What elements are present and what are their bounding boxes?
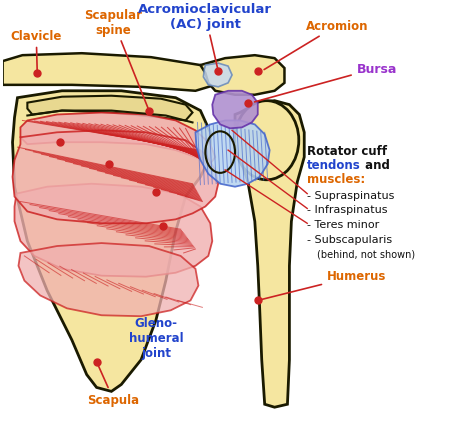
Text: Bursa: Bursa bbox=[255, 62, 397, 103]
Polygon shape bbox=[12, 92, 210, 391]
Text: tendons: tendons bbox=[307, 158, 361, 172]
Text: muscles:: muscles: bbox=[307, 173, 365, 185]
Polygon shape bbox=[3, 54, 215, 92]
Text: - Supraspinatus: - Supraspinatus bbox=[307, 190, 394, 200]
Text: - Infraspinatus: - Infraspinatus bbox=[307, 205, 388, 215]
Ellipse shape bbox=[235, 101, 299, 180]
Text: - Teres minor: - Teres minor bbox=[307, 220, 380, 230]
Polygon shape bbox=[12, 131, 218, 224]
Polygon shape bbox=[195, 121, 270, 187]
Text: Rotator cuff: Rotator cuff bbox=[307, 145, 387, 158]
Text: Clavicle: Clavicle bbox=[10, 30, 62, 71]
Polygon shape bbox=[235, 101, 304, 407]
Polygon shape bbox=[203, 64, 232, 88]
Polygon shape bbox=[15, 184, 212, 277]
Polygon shape bbox=[212, 92, 258, 129]
Text: Scapula: Scapula bbox=[87, 364, 139, 406]
Polygon shape bbox=[20, 113, 215, 164]
Polygon shape bbox=[27, 97, 192, 121]
Text: Acromion: Acromion bbox=[264, 20, 368, 70]
Polygon shape bbox=[18, 244, 199, 317]
Polygon shape bbox=[201, 56, 284, 95]
Text: Gleno-
humeral
joint: Gleno- humeral joint bbox=[128, 317, 183, 360]
Text: - Subscapularis: - Subscapularis bbox=[307, 235, 392, 245]
Text: (behind, not shown): (behind, not shown) bbox=[317, 249, 415, 259]
Text: and: and bbox=[361, 158, 390, 172]
Text: Scapular
spine: Scapular spine bbox=[84, 9, 148, 109]
Text: Humerus: Humerus bbox=[260, 270, 386, 300]
Text: Acromioclavicular
(AC) joint: Acromioclavicular (AC) joint bbox=[138, 3, 273, 69]
